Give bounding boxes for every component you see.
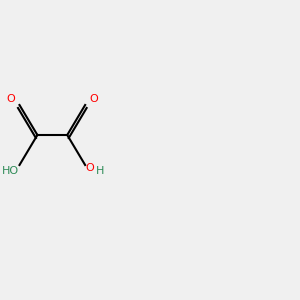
Text: O: O xyxy=(85,163,94,173)
Text: O: O xyxy=(6,94,15,104)
Text: O: O xyxy=(90,94,98,104)
Text: H: H xyxy=(96,166,104,176)
Text: HO: HO xyxy=(2,166,19,176)
